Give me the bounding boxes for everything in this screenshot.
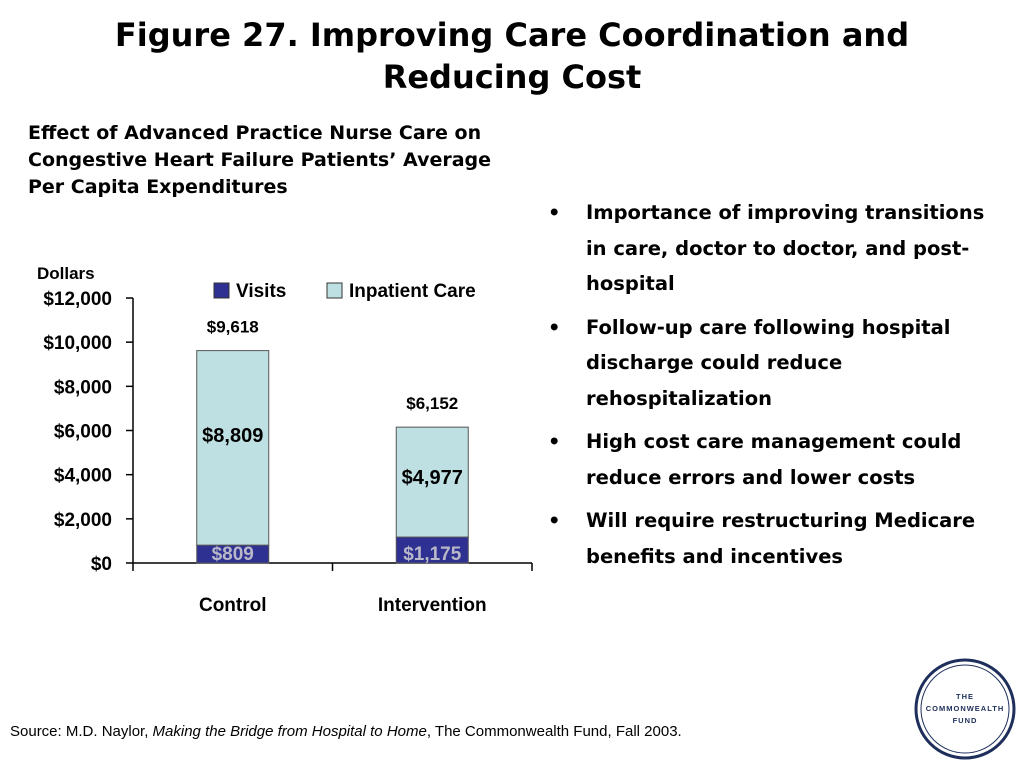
logo-text-fund: FUND xyxy=(953,716,978,725)
total-label: $9,618 xyxy=(207,318,259,337)
bullet-text: Importance of improving transitions in c… xyxy=(586,201,985,295)
bullet-item: • Will require restructuring Medicare ben… xyxy=(548,503,1008,574)
bullet-item: • Follow-up care following hospital disch… xyxy=(548,310,1008,417)
bullet-icon: • xyxy=(548,315,561,339)
y-axis-label: Dollars xyxy=(37,264,95,283)
bullet-item: • High cost care management could reduce … xyxy=(548,424,1008,495)
stacked-bar-chart: Dollars $0 $2,000 $4,000 $6,000 $8,000 $10,000… xyxy=(37,264,533,616)
y-tick-label: $6,000 xyxy=(54,422,112,443)
y-tick-label: $12,000 xyxy=(43,289,112,310)
legend-swatch xyxy=(326,282,343,299)
logo-text-the: THE xyxy=(956,692,974,701)
logo-inner-ring xyxy=(920,664,1010,754)
data-label: $8,809 xyxy=(202,425,263,447)
y-tick-label: $8,000 xyxy=(54,377,112,398)
source-prefix: Source: M.D. Naylor, xyxy=(10,723,153,740)
bullet-icon: • xyxy=(548,509,561,532)
commonwealth-fund-logo: THE COMMONWEALTH FUND xyxy=(914,658,1016,760)
source-suffix: , The Commonwealth Fund, Fall 2003. xyxy=(426,723,682,740)
y-tick-label: $2,000 xyxy=(54,510,112,531)
bar-visits xyxy=(395,536,469,564)
data-label: $1,175 xyxy=(403,544,462,565)
bullet-item: • Importance of improving transitions in … xyxy=(548,195,1008,302)
y-tick-label: $4,000 xyxy=(54,466,112,487)
bullet-icon: • xyxy=(548,430,561,453)
bullet-text: High cost care management could reduce e… xyxy=(586,430,962,489)
source-citation: Source: M.D. Naylor, Making the Bridge f… xyxy=(10,723,682,740)
bullet-text: Will require restructuring Medicare bene… xyxy=(586,509,976,568)
legend-label: Visits xyxy=(236,281,286,302)
bullet-list: • Importance of improving transitions in … xyxy=(548,195,1008,582)
bar-inpatient xyxy=(196,350,270,546)
logo-outer-ring xyxy=(914,658,1016,760)
y-tick-label: $0 xyxy=(91,554,112,575)
logo-text-commonwealth: COMMONWEALTH xyxy=(926,704,1005,713)
bullet-text: Follow-up care following hospital discha… xyxy=(586,315,951,410)
chart-subtitle: Effect of Advanced Practice Nurse Care o… xyxy=(28,122,492,198)
x-tick-label: Intervention xyxy=(378,595,487,616)
bullet-icon: • xyxy=(548,201,561,224)
x-tick-label: Control xyxy=(199,595,267,616)
y-tick-label: $10,000 xyxy=(43,333,112,354)
source-title: Making the Bridge from Hospital to Home xyxy=(152,723,427,740)
legend-label: Inpatient Care xyxy=(349,281,476,302)
data-label: $4,977 xyxy=(402,467,463,489)
bar-inpatient xyxy=(395,426,469,538)
legend-swatch xyxy=(213,282,230,299)
data-label: $809 xyxy=(212,544,254,565)
page-title: Figure 27. Improving Care Coordination a… xyxy=(114,16,910,96)
total-label: $6,152 xyxy=(406,394,458,413)
